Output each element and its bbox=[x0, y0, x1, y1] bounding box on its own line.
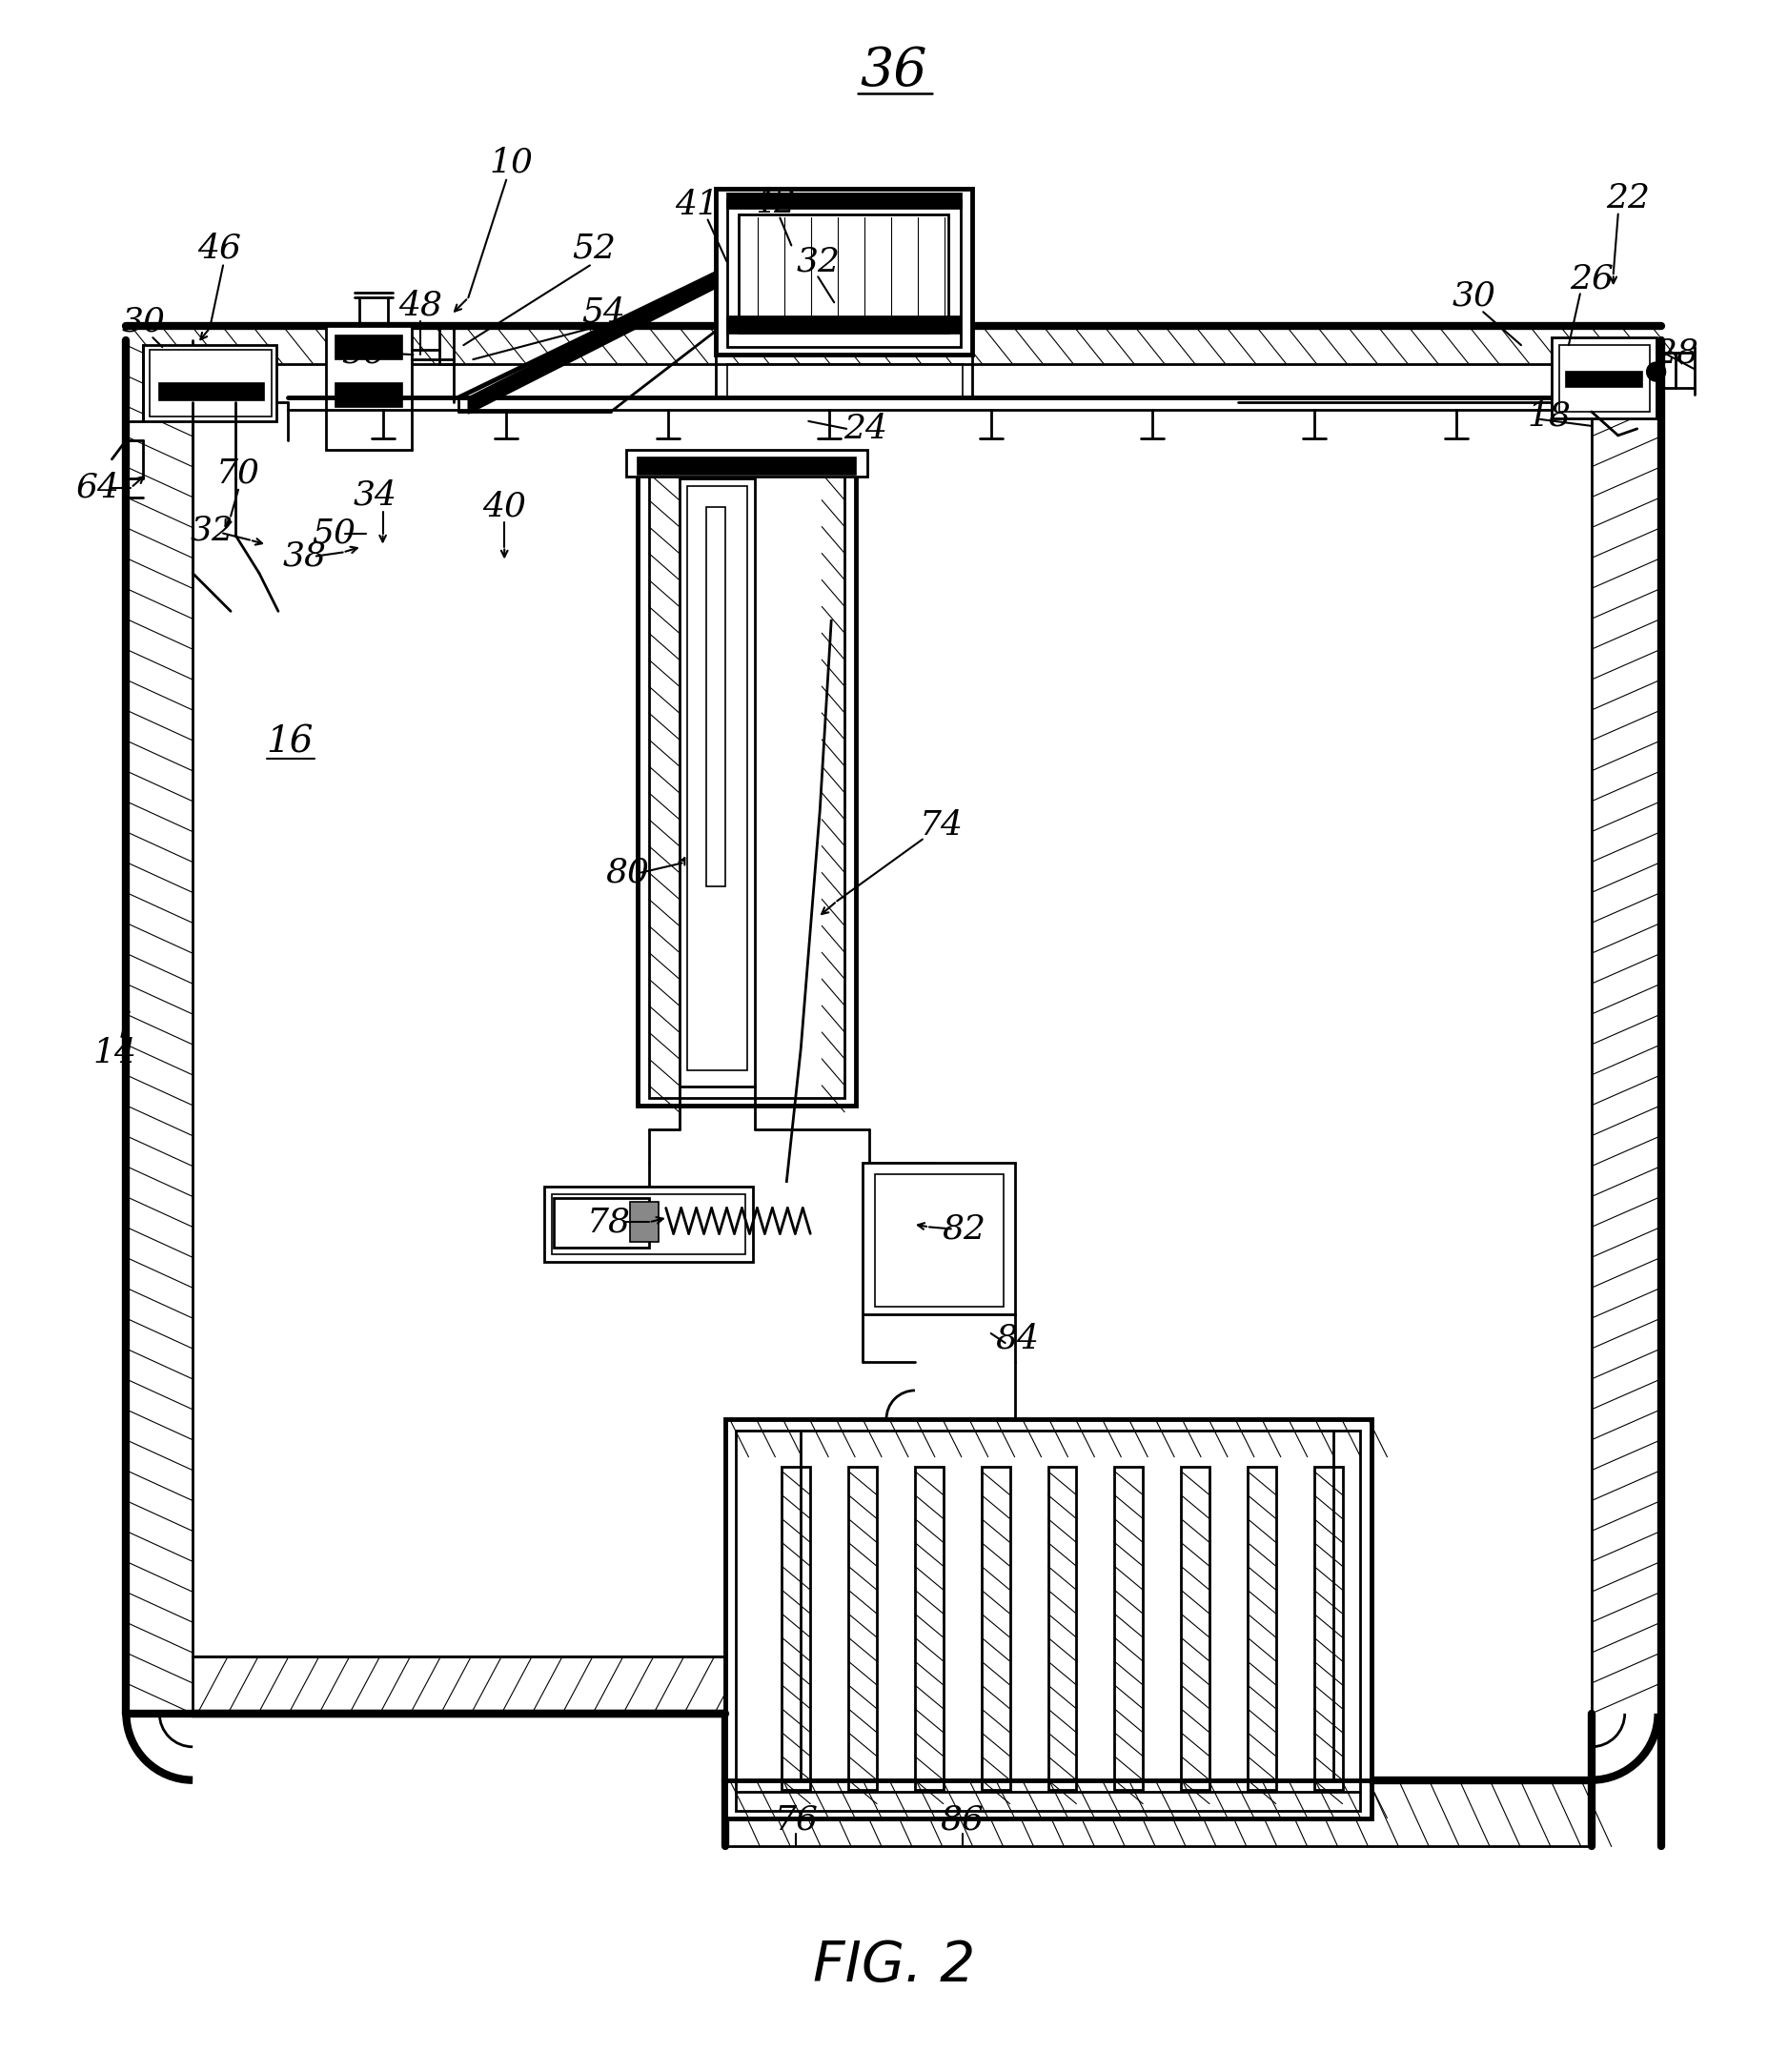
Bar bbox=[726, 317, 960, 334]
Text: 46: 46 bbox=[197, 232, 241, 265]
Bar bbox=[1559, 346, 1650, 412]
Text: 28: 28 bbox=[1656, 336, 1699, 369]
Bar bbox=[334, 383, 402, 406]
Bar bbox=[552, 1193, 746, 1254]
Text: 86: 86 bbox=[940, 1805, 985, 1836]
Bar bbox=[334, 336, 402, 358]
Text: 18: 18 bbox=[1527, 400, 1572, 433]
Bar bbox=[649, 470, 844, 1098]
Text: 32: 32 bbox=[190, 514, 234, 547]
Bar bbox=[626, 450, 867, 477]
Bar bbox=[874, 1173, 1003, 1307]
Text: 34: 34 bbox=[354, 479, 397, 512]
Text: 41: 41 bbox=[674, 189, 719, 222]
Bar bbox=[1182, 1467, 1209, 1790]
Bar bbox=[687, 485, 747, 1071]
Text: 38: 38 bbox=[283, 541, 327, 572]
Bar bbox=[848, 1467, 876, 1790]
Bar bbox=[738, 213, 948, 334]
Text: 26: 26 bbox=[1570, 263, 1613, 294]
Bar bbox=[1114, 1467, 1143, 1790]
Bar bbox=[982, 1467, 1010, 1790]
Text: 22: 22 bbox=[1606, 182, 1650, 213]
Bar bbox=[715, 189, 973, 354]
Bar bbox=[638, 458, 856, 474]
Bar bbox=[1048, 1467, 1076, 1790]
Text: 30: 30 bbox=[122, 305, 164, 338]
Bar bbox=[1314, 1467, 1343, 1790]
Text: 80: 80 bbox=[606, 856, 649, 889]
Text: 24: 24 bbox=[844, 412, 887, 445]
Text: 30: 30 bbox=[1452, 280, 1495, 313]
Text: 52: 52 bbox=[572, 232, 615, 265]
Text: 64: 64 bbox=[75, 472, 120, 503]
Bar bbox=[726, 199, 960, 348]
Bar bbox=[325, 325, 411, 450]
Text: 74: 74 bbox=[919, 808, 964, 841]
Bar bbox=[143, 346, 277, 421]
Bar bbox=[679, 479, 755, 1086]
Bar bbox=[638, 460, 856, 1104]
Bar bbox=[1552, 338, 1656, 419]
Text: 32: 32 bbox=[796, 244, 840, 278]
Text: 36: 36 bbox=[860, 46, 928, 97]
Text: 50: 50 bbox=[311, 518, 356, 549]
Bar bbox=[554, 1198, 649, 1247]
Text: 76: 76 bbox=[774, 1805, 819, 1836]
Text: 78: 78 bbox=[586, 1206, 631, 1239]
Bar bbox=[724, 1419, 1371, 1817]
Text: 54: 54 bbox=[581, 296, 626, 327]
Bar bbox=[726, 193, 960, 207]
Bar bbox=[159, 383, 265, 400]
Text: 48: 48 bbox=[399, 290, 443, 321]
Bar bbox=[1248, 1467, 1277, 1790]
Bar bbox=[862, 1162, 1014, 1314]
Polygon shape bbox=[468, 267, 724, 414]
Text: FIG. 2: FIG. 2 bbox=[814, 1937, 974, 1993]
Bar bbox=[544, 1185, 753, 1262]
Text: 82: 82 bbox=[942, 1212, 987, 1245]
Bar bbox=[737, 1430, 1359, 1811]
Bar bbox=[915, 1467, 944, 1790]
Text: 56: 56 bbox=[342, 336, 386, 369]
Text: 10: 10 bbox=[490, 147, 533, 178]
Bar bbox=[781, 1467, 810, 1790]
Text: 42: 42 bbox=[753, 186, 796, 220]
Bar bbox=[706, 508, 724, 887]
Bar bbox=[1566, 371, 1641, 387]
Circle shape bbox=[1647, 363, 1666, 381]
Text: 16: 16 bbox=[266, 725, 313, 760]
Bar bbox=[150, 350, 272, 416]
Text: 40: 40 bbox=[483, 491, 526, 522]
Text: 14: 14 bbox=[93, 1036, 136, 1069]
Text: 84: 84 bbox=[996, 1322, 1039, 1355]
Bar bbox=[629, 1202, 658, 1243]
Text: 70: 70 bbox=[216, 458, 261, 489]
